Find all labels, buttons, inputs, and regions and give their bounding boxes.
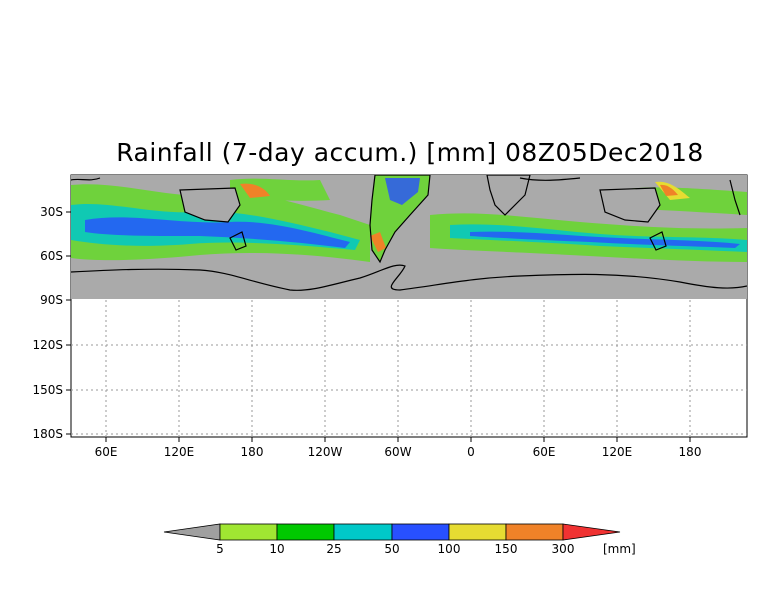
legend-labels: 5 10 25 50 100 150 300 [mm] <box>216 542 636 556</box>
lon-label: 120E <box>164 445 195 459</box>
lat-label: 30S <box>40 205 63 219</box>
legend-level: 25 <box>326 542 341 556</box>
lon-label: 60E <box>95 445 118 459</box>
legend-swatch <box>219 523 278 541</box>
legend-level: 50 <box>384 542 399 556</box>
map-title: Rainfall (7-day accum.) [mm] 08Z05Dec201… <box>116 138 704 167</box>
lat-label: 60S <box>40 249 63 263</box>
lat-label: 90S <box>40 293 63 307</box>
legend-swatch <box>505 523 564 541</box>
legend-swatch <box>391 523 450 541</box>
lon-label: 0 <box>467 445 475 459</box>
longitude-labels: 60E 120E 180 120W 60W 0 60E 120E 180 <box>95 445 702 459</box>
color-legend <box>163 523 621 541</box>
legend-arrow-low <box>163 523 221 541</box>
legend-arrow-high <box>562 523 621 541</box>
legend-level: 10 <box>269 542 284 556</box>
legend-swatch <box>276 523 335 541</box>
legend-level: 300 <box>552 542 575 556</box>
legend-swatch <box>448 523 507 541</box>
legend-swatch <box>333 523 393 541</box>
legend-level: 150 <box>495 542 518 556</box>
rainfall-field <box>71 175 747 299</box>
lon-label: 60W <box>384 445 411 459</box>
lon-label: 180 <box>241 445 264 459</box>
lat-label: 120S <box>32 338 63 352</box>
legend-level: 5 <box>216 542 224 556</box>
legend-level: 100 <box>438 542 461 556</box>
legend-unit: [mm] <box>603 542 636 556</box>
latitude-labels: 30S 60S 90S 120S 150S 180S <box>32 205 63 441</box>
lon-label: 120W <box>308 445 343 459</box>
lon-label: 120E <box>602 445 633 459</box>
lat-label: 150S <box>32 383 63 397</box>
lat-label: 180S <box>32 427 63 441</box>
lon-label: 60E <box>533 445 556 459</box>
lon-label: 180 <box>679 445 702 459</box>
